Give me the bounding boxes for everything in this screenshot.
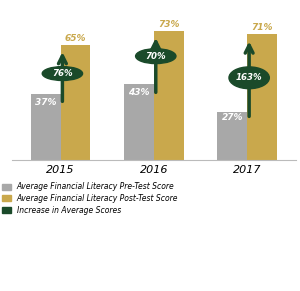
Legend: Average Financial Literacy Pre-Test Score, Average Financial Literacy Post-Test : Average Financial Literacy Pre-Test Scor… — [2, 182, 178, 214]
Text: 43%: 43% — [128, 88, 150, 97]
Text: 65%: 65% — [65, 34, 86, 43]
Bar — [124, 84, 154, 160]
Bar — [154, 31, 184, 160]
Bar — [247, 34, 277, 160]
Text: 71%: 71% — [251, 24, 273, 33]
Bar — [61, 45, 90, 160]
Text: 73%: 73% — [158, 20, 180, 29]
Text: 37%: 37% — [35, 98, 56, 107]
Bar — [31, 94, 61, 160]
Ellipse shape — [136, 49, 176, 63]
Text: 27%: 27% — [222, 113, 243, 122]
Text: 76%: 76% — [52, 69, 73, 78]
Ellipse shape — [229, 67, 269, 89]
Ellipse shape — [42, 67, 82, 81]
Bar — [218, 112, 247, 160]
Text: 70%: 70% — [146, 52, 166, 61]
Text: 163%: 163% — [236, 73, 262, 82]
